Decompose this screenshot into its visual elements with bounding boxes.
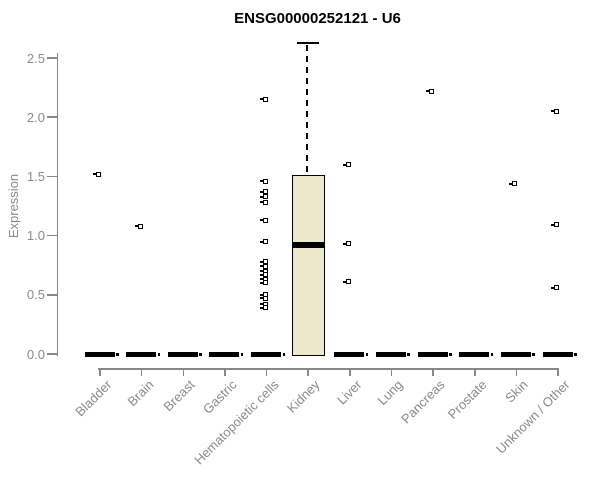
outlier-point — [551, 285, 560, 291]
y-tick-label: 1.5 — [26, 168, 45, 184]
x-axis-tick — [474, 368, 476, 376]
outlier-point — [509, 181, 518, 186]
flattened-box-notch — [407, 353, 410, 356]
outlier-point — [426, 88, 435, 94]
flattened-box — [251, 352, 282, 357]
outlier-point — [259, 272, 268, 278]
outlier-point — [551, 108, 560, 114]
box — [291, 175, 325, 356]
flattened-box — [334, 352, 365, 357]
y-tick-label: 0.0 — [26, 346, 45, 362]
y-tick-label: 0.5 — [26, 287, 45, 303]
y-axis-tick — [47, 116, 57, 118]
outlier-point — [259, 259, 268, 265]
outlier-point — [259, 217, 268, 223]
outlier-point — [259, 189, 268, 195]
outlier-point — [93, 171, 101, 177]
x-axis-tick — [224, 368, 226, 376]
flattened-box-notch — [574, 353, 577, 356]
flattened-box — [417, 352, 448, 357]
x-axis-tick — [557, 368, 559, 376]
outlier-point — [342, 162, 351, 168]
chart-title: ENSG00000252121 - U6 — [234, 10, 401, 27]
y-axis-tick — [47, 294, 57, 296]
y-axis-label: Expression — [6, 173, 21, 239]
flattened-box-notch — [282, 353, 286, 356]
outlier-point — [259, 194, 268, 200]
x-axis-tick — [432, 368, 434, 376]
flattened-box — [542, 352, 573, 357]
flattened-box — [500, 352, 531, 357]
x-axis-line — [98, 368, 559, 370]
median-line — [291, 242, 325, 248]
whisker-cap — [296, 41, 319, 44]
y-tick-label: 1.0 — [26, 228, 45, 244]
y-tick-label: 2.0 — [26, 109, 45, 125]
outlier-point — [259, 295, 268, 301]
x-axis-tick — [307, 368, 309, 376]
flattened-box — [126, 352, 157, 357]
outlier-point — [551, 222, 560, 228]
y-axis-tick — [47, 57, 57, 59]
outlier-point — [259, 305, 268, 311]
flattened-box — [459, 352, 490, 357]
flattened-box — [84, 352, 115, 357]
outlier-point — [342, 241, 351, 247]
flattened-box-notch — [365, 353, 369, 356]
x-axis-tick — [140, 368, 143, 376]
flattened-box-notch — [490, 353, 494, 356]
outlier-point — [259, 199, 268, 205]
flattened-box-notch — [240, 353, 244, 356]
flattened-box-notch — [199, 353, 202, 356]
outlier-point — [259, 263, 268, 269]
flattened-box-notch — [157, 353, 161, 356]
x-axis-tick — [515, 368, 518, 376]
outlier-point — [259, 178, 268, 184]
upper-whisker — [306, 44, 309, 176]
outlier-point — [134, 223, 143, 229]
y-axis-tick — [47, 234, 57, 237]
y-tick-label: 2.5 — [26, 50, 45, 66]
y-axis-line — [56, 53, 58, 356]
outlier-point — [259, 239, 268, 245]
outlier-point — [342, 279, 351, 285]
flattened-box — [167, 352, 198, 357]
flattened-box-notch — [449, 353, 452, 356]
flattened-box — [209, 352, 240, 357]
x-axis-tick — [99, 368, 101, 376]
outlier-point — [259, 96, 268, 102]
x-axis-tick — [265, 368, 268, 376]
flattened-box — [375, 352, 406, 357]
flattened-box-notch — [532, 353, 535, 356]
x-axis-tick — [182, 368, 185, 376]
y-axis-tick — [47, 353, 57, 355]
outlier-point — [259, 280, 268, 286]
x-axis-tick — [390, 368, 393, 376]
y-axis-tick — [47, 175, 57, 178]
x-axis-tick — [349, 368, 351, 376]
flattened-box-notch — [116, 353, 119, 356]
